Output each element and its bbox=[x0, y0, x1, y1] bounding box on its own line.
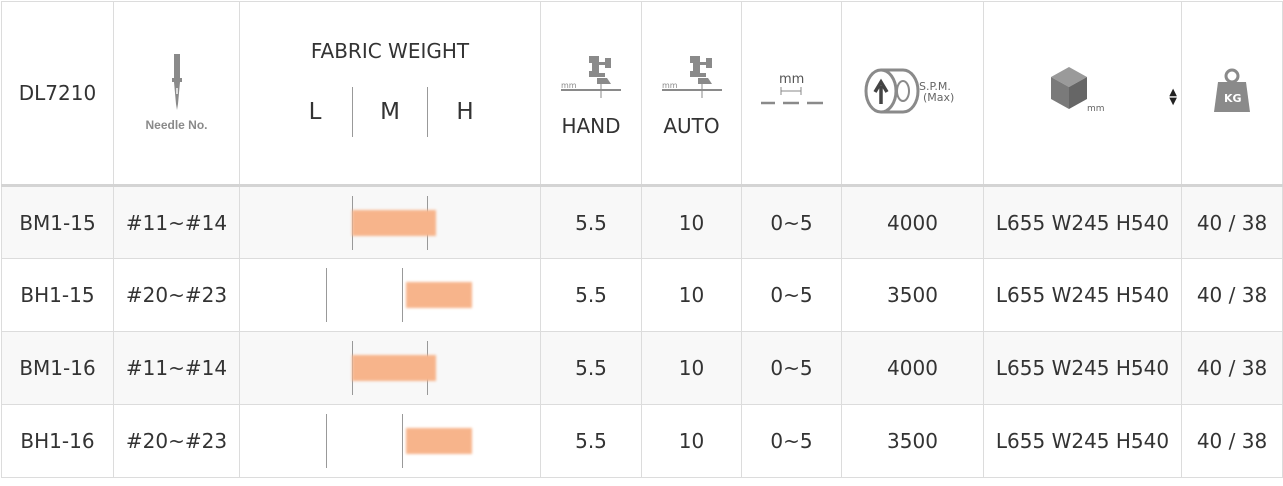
dimensions-header: mm ▲ ▼ bbox=[983, 1, 1182, 187]
fabric-weight-header: FABRIC WEIGHT L M H bbox=[239, 1, 541, 187]
hand-lift-header: mm HAND bbox=[540, 1, 642, 187]
fabric-weight-cell bbox=[239, 331, 541, 405]
level-divider bbox=[402, 268, 403, 322]
model-header: DL7210 bbox=[1, 1, 114, 187]
stitch-cell: 0~5 bbox=[741, 404, 842, 478]
stitch-cell: 0~5 bbox=[741, 331, 842, 405]
table-row: BM1-16 #11~#14 5.5 10 0~5 4000 L655 W245… bbox=[1, 331, 1283, 405]
needle-cell: #11~#14 bbox=[113, 331, 240, 405]
fabric-level-m: M bbox=[380, 99, 400, 125]
table-row: BH1-16 #20~#23 5.5 10 0~5 3500 L655 W245… bbox=[1, 404, 1283, 478]
auto-label: AUTO bbox=[663, 114, 720, 138]
auto-unit: mm bbox=[662, 81, 678, 90]
kg-label: KG bbox=[1224, 92, 1242, 105]
hand-cell: 5.5 bbox=[540, 258, 642, 332]
fabric-weight-cell bbox=[239, 185, 541, 259]
stitch-length-header: mm bbox=[741, 1, 842, 187]
fabric-weight-bar bbox=[406, 282, 472, 308]
fabric-level-h: H bbox=[456, 99, 474, 125]
needle-label: Needle No. bbox=[145, 118, 208, 132]
dimensions-cell: L655 W245 H540 bbox=[983, 331, 1182, 405]
stitch-unit: mm bbox=[779, 72, 804, 87]
fabric-level-l: L bbox=[308, 99, 322, 125]
table-row: BH1-15 #20~#23 5.5 10 0~5 3500 L655 W245… bbox=[1, 258, 1283, 332]
needle-header: Needle No. bbox=[113, 1, 240, 187]
needle-cell: #20~#23 bbox=[113, 258, 240, 332]
hand-cell: 5.5 bbox=[540, 404, 642, 478]
needle-icon bbox=[171, 54, 182, 110]
model-cell: BM1-15 bbox=[1, 185, 114, 259]
model-series-label: DL7210 bbox=[18, 81, 97, 105]
fabric-weight-cell bbox=[239, 258, 541, 332]
auto-cell: 10 bbox=[641, 258, 742, 332]
hand-cell: 5.5 bbox=[540, 185, 642, 259]
auto-cell: 10 bbox=[641, 404, 742, 478]
hand-label: HAND bbox=[561, 114, 621, 138]
level-divider bbox=[427, 87, 428, 137]
weight-header: KG bbox=[1181, 1, 1283, 187]
level-divider bbox=[352, 87, 353, 137]
motor-speed-icon: S.P.M. (Max) bbox=[864, 68, 954, 114]
model-cell: BH1-16 bbox=[1, 404, 114, 478]
level-divider bbox=[326, 268, 327, 322]
dim-unit: mm bbox=[1087, 104, 1105, 114]
auto-cell: 10 bbox=[641, 331, 742, 405]
weight-cell: 40 / 38 bbox=[1181, 331, 1283, 405]
dimensions-cell: L655 W245 H540 bbox=[983, 404, 1182, 478]
hand-cell: 5.5 bbox=[540, 331, 642, 405]
header-row: DL7210 Needle No. FABRIC WEIGHT L bbox=[1, 1, 1283, 187]
spm-cell: 4000 bbox=[841, 331, 984, 405]
needle-cell: #11~#14 bbox=[113, 185, 240, 259]
fabric-weight-title: FABRIC WEIGHT bbox=[310, 39, 470, 63]
hand-unit: mm bbox=[561, 81, 577, 90]
spm-cell: 4000 bbox=[841, 185, 984, 259]
model-cell: BM1-16 bbox=[1, 331, 114, 405]
spm-label: S.P.M. bbox=[919, 80, 951, 93]
fabric-weight-bar bbox=[406, 428, 472, 454]
spm-cell: 3500 bbox=[841, 404, 984, 478]
weight-cell: 40 / 38 bbox=[1181, 258, 1283, 332]
table-row: BM1-15 #11~#14 5.5 10 0~5 4000 L655 W245… bbox=[1, 185, 1283, 259]
dimensions-cell: L655 W245 H540 bbox=[983, 185, 1182, 259]
needle-cell: #20~#23 bbox=[113, 404, 240, 478]
weight-cell: 40 / 38 bbox=[1181, 185, 1283, 259]
weight-cell: 40 / 38 bbox=[1181, 404, 1283, 478]
presser-foot-lift-hand-icon: mm bbox=[561, 56, 621, 98]
spm-max-label: (Max) bbox=[923, 91, 954, 104]
model-cell: BH1-15 bbox=[1, 258, 114, 332]
box-dimensions-icon: mm bbox=[1050, 67, 1105, 114]
presser-foot-lift-auto-icon: mm bbox=[661, 56, 722, 98]
stitch-length-icon: mm bbox=[760, 72, 823, 105]
spm-cell: 3500 bbox=[841, 258, 984, 332]
fabric-weight-bar bbox=[352, 355, 436, 381]
auto-lift-header: mm AUTO bbox=[641, 1, 742, 187]
level-divider bbox=[326, 414, 327, 468]
stitch-cell: 0~5 bbox=[741, 185, 842, 259]
stitch-cell: 0~5 bbox=[741, 258, 842, 332]
weight-kg-icon: KG bbox=[1214, 68, 1250, 112]
sort-icon[interactable]: ▲ ▼ bbox=[1169, 87, 1177, 107]
auto-cell: 10 bbox=[641, 185, 742, 259]
fabric-weight-bar bbox=[352, 210, 436, 236]
fabric-weight-cell bbox=[239, 404, 541, 478]
level-divider bbox=[402, 414, 403, 468]
spm-header: S.P.M. (Max) bbox=[841, 1, 984, 187]
dimensions-cell: L655 W245 H540 bbox=[983, 258, 1182, 332]
